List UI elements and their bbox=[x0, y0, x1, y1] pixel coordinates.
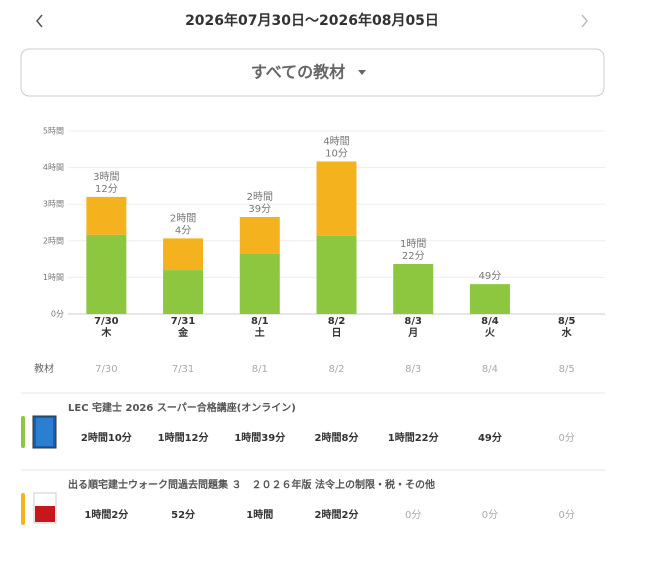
time-cell: 52分 bbox=[171, 508, 195, 521]
x-tick-label: 7/30 bbox=[94, 316, 119, 327]
time-cell: 1時間12分 bbox=[158, 431, 209, 444]
total-label: 4時間 bbox=[323, 136, 349, 148]
total-label: 1時間 bbox=[400, 238, 426, 250]
total-label: 12分 bbox=[95, 183, 118, 195]
time-cell: 0分 bbox=[558, 432, 574, 444]
date-header: 7/31 bbox=[172, 364, 194, 375]
bar-segment bbox=[163, 238, 204, 271]
total-label: 2時間 bbox=[170, 212, 196, 224]
time-cell: 1時間39分 bbox=[234, 431, 285, 444]
time-cell: 1時間22分 bbox=[388, 431, 439, 444]
time-cell: 2時間2分 bbox=[315, 508, 359, 521]
book-icon-face bbox=[36, 418, 53, 446]
row-color-bar bbox=[21, 416, 25, 448]
time-cell: 0分 bbox=[482, 509, 498, 521]
date-header: 8/1 bbox=[252, 364, 268, 375]
total-label: 49分 bbox=[479, 270, 502, 282]
date-header: 8/5 bbox=[559, 364, 575, 375]
x-weekday-label: 水 bbox=[561, 326, 573, 339]
time-cell: 2時間8分 bbox=[315, 431, 359, 444]
x-tick-label: 8/3 bbox=[404, 316, 422, 327]
date-header: 8/3 bbox=[405, 364, 421, 375]
time-cell: 0分 bbox=[558, 509, 574, 521]
bar-segment bbox=[239, 253, 280, 314]
time-cell: 1時間 bbox=[246, 508, 273, 521]
total-label: 4分 bbox=[175, 224, 191, 236]
total-label: 22分 bbox=[402, 250, 425, 262]
bar-segment bbox=[86, 234, 127, 314]
dropdown-caret bbox=[358, 70, 366, 75]
x-tick-label: 8/1 bbox=[251, 316, 269, 327]
y-tick-label: 3時間 bbox=[43, 200, 64, 209]
total-label: 39分 bbox=[248, 203, 271, 215]
x-tick-label: 8/5 bbox=[558, 316, 576, 327]
date-header: 8/2 bbox=[328, 364, 344, 375]
material-title: LEC 宅建士 2026 スーパー合格講座(オンライン) bbox=[68, 401, 296, 414]
x-tick-label: 7/31 bbox=[171, 316, 196, 327]
x-weekday-label: 月 bbox=[407, 327, 418, 339]
next-arrow[interactable] bbox=[581, 14, 588, 28]
filter-label: すべての教材 bbox=[251, 63, 345, 82]
y-tick-label: 5時間 bbox=[43, 127, 64, 136]
x-weekday-label: 土 bbox=[255, 326, 265, 339]
bar-segment bbox=[469, 284, 510, 314]
bar-segment bbox=[316, 235, 357, 314]
bar-segment bbox=[316, 161, 357, 236]
y-tick-label: 1時間 bbox=[43, 273, 64, 282]
date-range: 2026年07月30日〜2026年08月05日 bbox=[185, 12, 439, 29]
time-cell: 1時間2分 bbox=[84, 508, 128, 521]
x-weekday-label: 金 bbox=[177, 326, 189, 339]
total-label: 10分 bbox=[325, 148, 348, 160]
bar-segment bbox=[393, 263, 434, 314]
date-header: 8/4 bbox=[482, 364, 498, 375]
x-weekday-label: 木 bbox=[100, 326, 112, 339]
x-tick-label: 8/4 bbox=[481, 316, 499, 327]
time-cell: 49分 bbox=[478, 431, 502, 444]
time-cell: 2時間10分 bbox=[81, 431, 132, 444]
time-cell: 0分 bbox=[405, 509, 421, 521]
bar-segment bbox=[239, 217, 280, 254]
prev-arrow[interactable] bbox=[36, 14, 43, 28]
book-icon-band bbox=[35, 506, 55, 522]
row-color-bar bbox=[21, 493, 25, 525]
table-label: 教材 bbox=[34, 362, 54, 375]
total-label: 3時間 bbox=[93, 171, 119, 183]
total-label: 2時間 bbox=[247, 191, 273, 203]
x-weekday-label: 火 bbox=[485, 327, 496, 339]
date-header: 7/30 bbox=[95, 364, 117, 375]
bar-segment bbox=[163, 270, 204, 314]
y-tick-label: 2時間 bbox=[43, 236, 64, 245]
x-tick-label: 8/2 bbox=[328, 316, 346, 327]
filter-dropdown[interactable] bbox=[20, 48, 605, 97]
x-weekday-label: 日 bbox=[332, 327, 342, 339]
bar-segment bbox=[86, 196, 127, 235]
material-title: 出る順宅建士ウォーク問過去問題集 ３ ２０２６年版 法令上の制限・税・その他 bbox=[68, 478, 435, 491]
y-tick-label: 0分 bbox=[51, 310, 64, 319]
y-tick-label: 4時間 bbox=[43, 163, 64, 172]
